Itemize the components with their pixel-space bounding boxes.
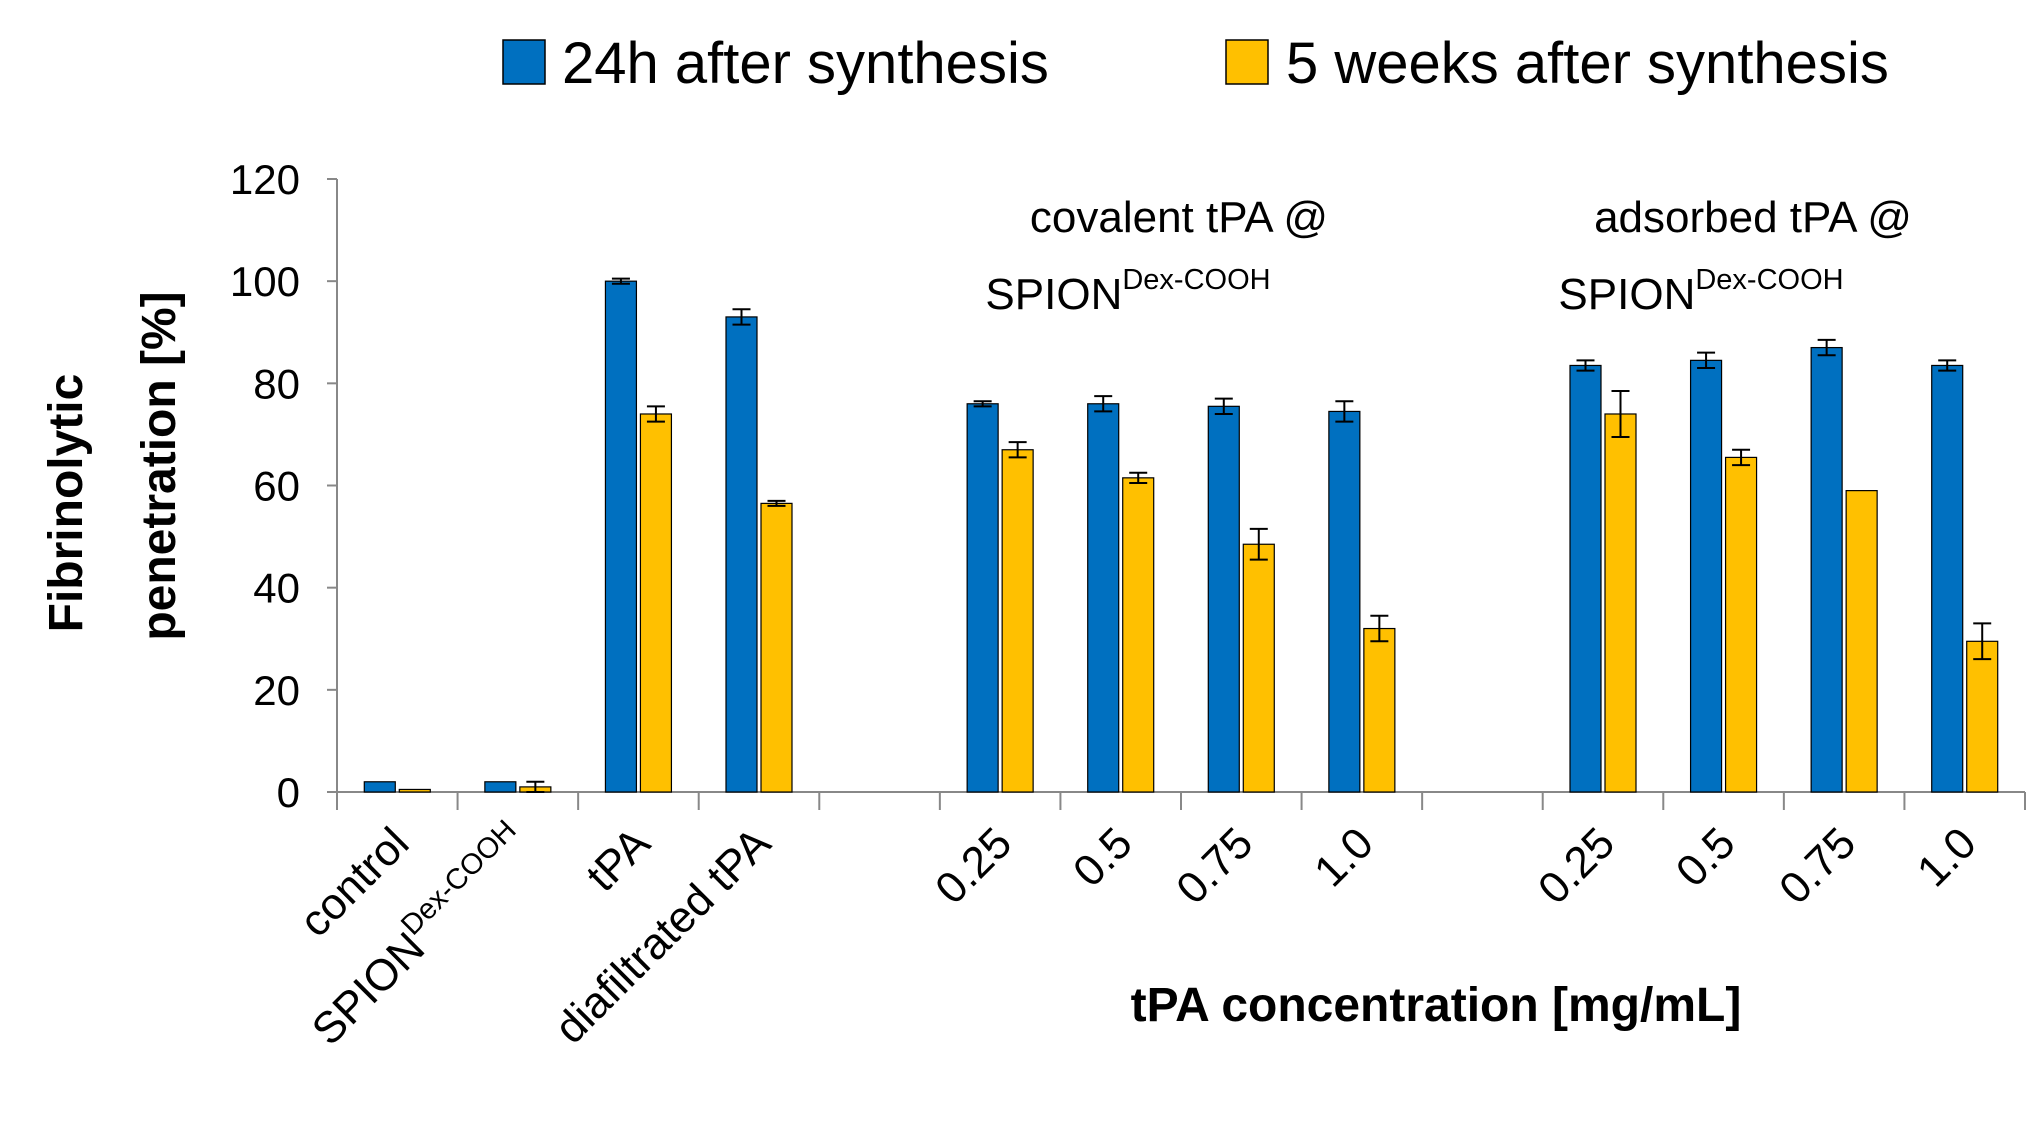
bar-5weeks-0 xyxy=(398,788,431,793)
error-bar-5weeks-11 xyxy=(1732,448,1751,467)
bar-5weeks-12 xyxy=(1845,490,1878,793)
x-tick-label-13: 1.0 xyxy=(1908,818,1986,896)
legend-label-5weeks: 5 weeks after synthesis xyxy=(1286,31,1889,96)
y-axis-ticks: 0 20 40 60 80 100 120 xyxy=(230,156,337,816)
group-annotation-covalent: covalent tPA @ SPIONDex-COOH xyxy=(985,193,1328,319)
error-bar-5weeks-8 xyxy=(1370,614,1389,643)
bar-5weeks-11 xyxy=(1724,456,1758,793)
bar-24h-10 xyxy=(1569,364,1602,793)
bar-24h-2 xyxy=(604,280,638,793)
y-axis-title-line1: Fibrinolytic xyxy=(40,374,93,633)
bar-24h-5 xyxy=(966,403,999,793)
error-bar-24h-10 xyxy=(1576,359,1595,372)
legend-swatch-5weeks xyxy=(1225,39,1269,85)
x-axis-ticks xyxy=(336,792,2026,810)
error-bar-24h-3 xyxy=(732,308,751,326)
group-title-covalent-line1: covalent tPA @ xyxy=(1030,193,1328,242)
bar-24h-12 xyxy=(1810,346,1843,793)
bar-5weeks-7 xyxy=(1242,543,1275,793)
group-title-adsorbed-line1: adsorbed tPA @ xyxy=(1594,193,1912,242)
bar-24h-6 xyxy=(1087,403,1120,793)
x-tick-label-6: 0.5 xyxy=(1064,818,1142,896)
error-bar-24h-5 xyxy=(973,400,992,408)
y-tick-label: 100 xyxy=(230,258,300,305)
x-tick-label-7: 0.75 xyxy=(1167,818,1262,913)
error-bar-24h-11 xyxy=(1697,351,1716,370)
bar-5weeks-3 xyxy=(760,502,793,793)
error-bar-24h-12 xyxy=(1817,338,1836,357)
error-bar-5weeks-6 xyxy=(1129,471,1148,484)
y-tick-label: 60 xyxy=(253,463,300,510)
x-tick-label-10: 0.25 xyxy=(1529,818,1624,913)
legend-swatch-24h xyxy=(502,39,546,85)
x-tick-label-8: 1.0 xyxy=(1305,818,1383,896)
y-axis-title: Fibrinolytic penetration [%] xyxy=(40,291,186,640)
error-bar-24h-2 xyxy=(611,277,630,285)
bar-24h-0 xyxy=(363,781,396,793)
error-bar-24h-7 xyxy=(1214,397,1233,415)
group-title-covalent-line2: SPIONDex-COOH xyxy=(985,264,1270,319)
y-tick-label: 80 xyxy=(253,360,300,407)
bar-24h-7 xyxy=(1207,405,1240,793)
x-tick-label-5: 0.25 xyxy=(926,818,1021,913)
bar-24h-1 xyxy=(484,781,517,793)
bar-5weeks-6 xyxy=(1122,477,1155,793)
error-bar-5weeks-5 xyxy=(1008,441,1027,459)
bar-5weeks-2 xyxy=(639,413,673,793)
error-bar-5weeks-3 xyxy=(767,499,786,507)
group-annotation-adsorbed: adsorbed tPA @ SPIONDex-COOH xyxy=(1558,193,1911,319)
x-tick-label-2: tPA xyxy=(577,818,660,901)
x-axis-title: tPA concentration [mg/mL] xyxy=(1131,979,1742,1032)
y-tick-label: 20 xyxy=(253,667,300,714)
error-bar-5weeks-10 xyxy=(1611,389,1630,438)
bar-24h-8 xyxy=(1328,410,1361,793)
group-title-adsorbed-line2: SPIONDex-COOH xyxy=(1558,264,1843,319)
error-bar-24h-6 xyxy=(1094,395,1113,413)
y-tick-label: 120 xyxy=(230,156,300,203)
bar-5weeks-8 xyxy=(1363,627,1396,793)
legend-label-24h: 24h after synthesis xyxy=(562,31,1049,96)
error-bar-5weeks-13 xyxy=(1973,622,1992,661)
error-bar-5weeks-1 xyxy=(526,780,545,793)
legend: 24h after synthesis 5 weeks after synthe… xyxy=(502,31,1889,96)
error-bar-24h-13 xyxy=(1938,359,1957,372)
error-bars xyxy=(526,277,1992,793)
bars xyxy=(363,280,1999,793)
bar-24h-3 xyxy=(725,316,758,793)
bar-24h-11 xyxy=(1689,359,1723,793)
bar-5weeks-5 xyxy=(1001,449,1034,793)
error-bar-5weeks-2 xyxy=(646,405,665,423)
x-tick-label-3: diafiltrated tPA xyxy=(545,818,780,1053)
y-tick-label: 0 xyxy=(277,769,300,816)
bar-24h-13 xyxy=(1931,364,1964,793)
x-tick-label-11: 0.5 xyxy=(1667,818,1745,896)
bar-5weeks-10 xyxy=(1604,413,1637,793)
y-axis-title-line2: penetration [%] xyxy=(133,291,186,640)
bar-5weeks-13 xyxy=(1966,640,1999,793)
y-tick-label: 40 xyxy=(253,565,300,612)
error-bar-5weeks-7 xyxy=(1249,527,1268,561)
error-bar-24h-8 xyxy=(1335,400,1354,423)
x-tick-label-12: 0.75 xyxy=(1770,818,1865,913)
